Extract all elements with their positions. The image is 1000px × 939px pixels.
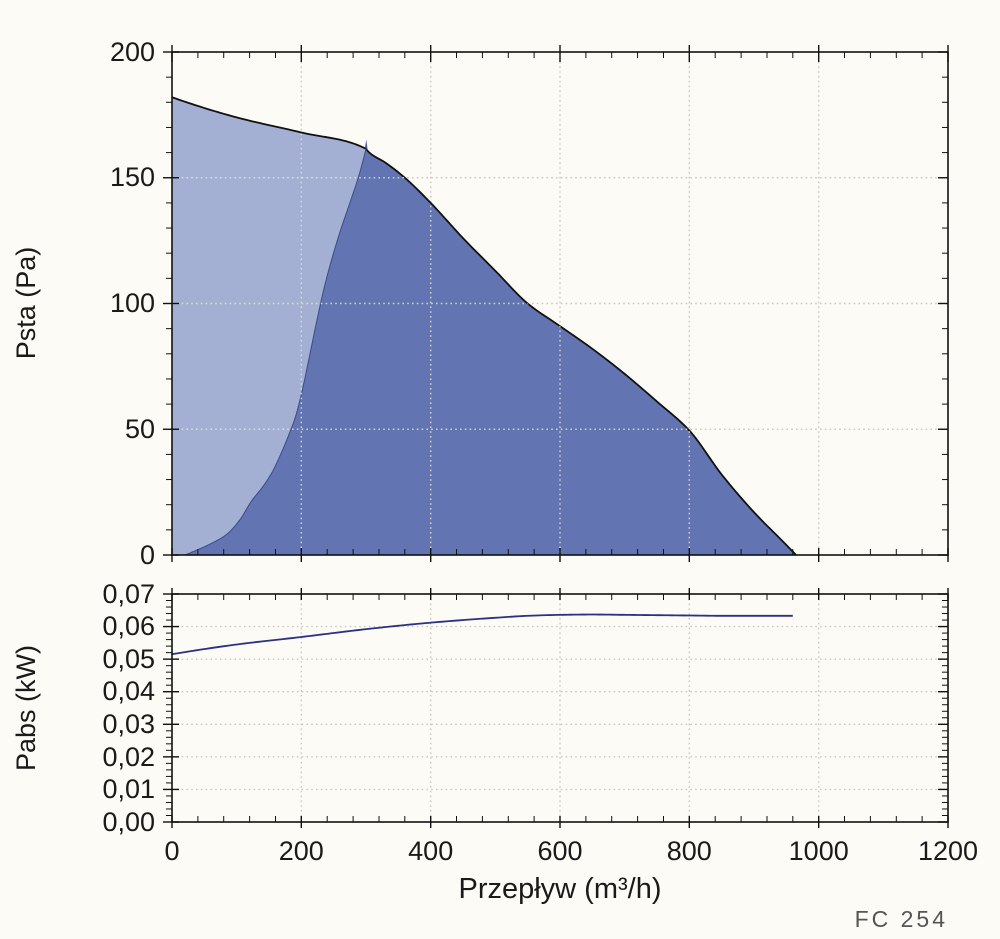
svg-text:200: 200 [110, 37, 155, 67]
svg-text:Pabs (kW): Pabs (kW) [11, 645, 41, 771]
svg-text:0,04: 0,04 [102, 676, 155, 706]
svg-text:0,05: 0,05 [102, 644, 155, 674]
svg-text:0: 0 [164, 836, 179, 866]
svg-text:0,07: 0,07 [102, 579, 155, 609]
svg-text:150: 150 [110, 162, 155, 192]
svg-text:FC 254: FC 254 [855, 906, 948, 932]
svg-text:1200: 1200 [918, 836, 978, 866]
svg-text:100: 100 [110, 288, 155, 318]
svg-text:400: 400 [408, 836, 453, 866]
svg-text:50: 50 [125, 414, 155, 444]
svg-text:0,03: 0,03 [102, 709, 155, 739]
svg-text:0,06: 0,06 [102, 611, 155, 641]
svg-text:0: 0 [140, 540, 155, 570]
svg-text:0,00: 0,00 [102, 807, 155, 837]
svg-text:600: 600 [537, 836, 582, 866]
svg-text:1000: 1000 [789, 836, 849, 866]
svg-text:Przepływ (m³/h): Przepływ (m³/h) [458, 873, 661, 905]
svg-text:Psta (Pa): Psta (Pa) [11, 247, 41, 360]
svg-text:200: 200 [279, 836, 324, 866]
svg-text:800: 800 [667, 836, 712, 866]
svg-text:0,01: 0,01 [102, 774, 155, 804]
svg-text:0,02: 0,02 [102, 742, 155, 772]
